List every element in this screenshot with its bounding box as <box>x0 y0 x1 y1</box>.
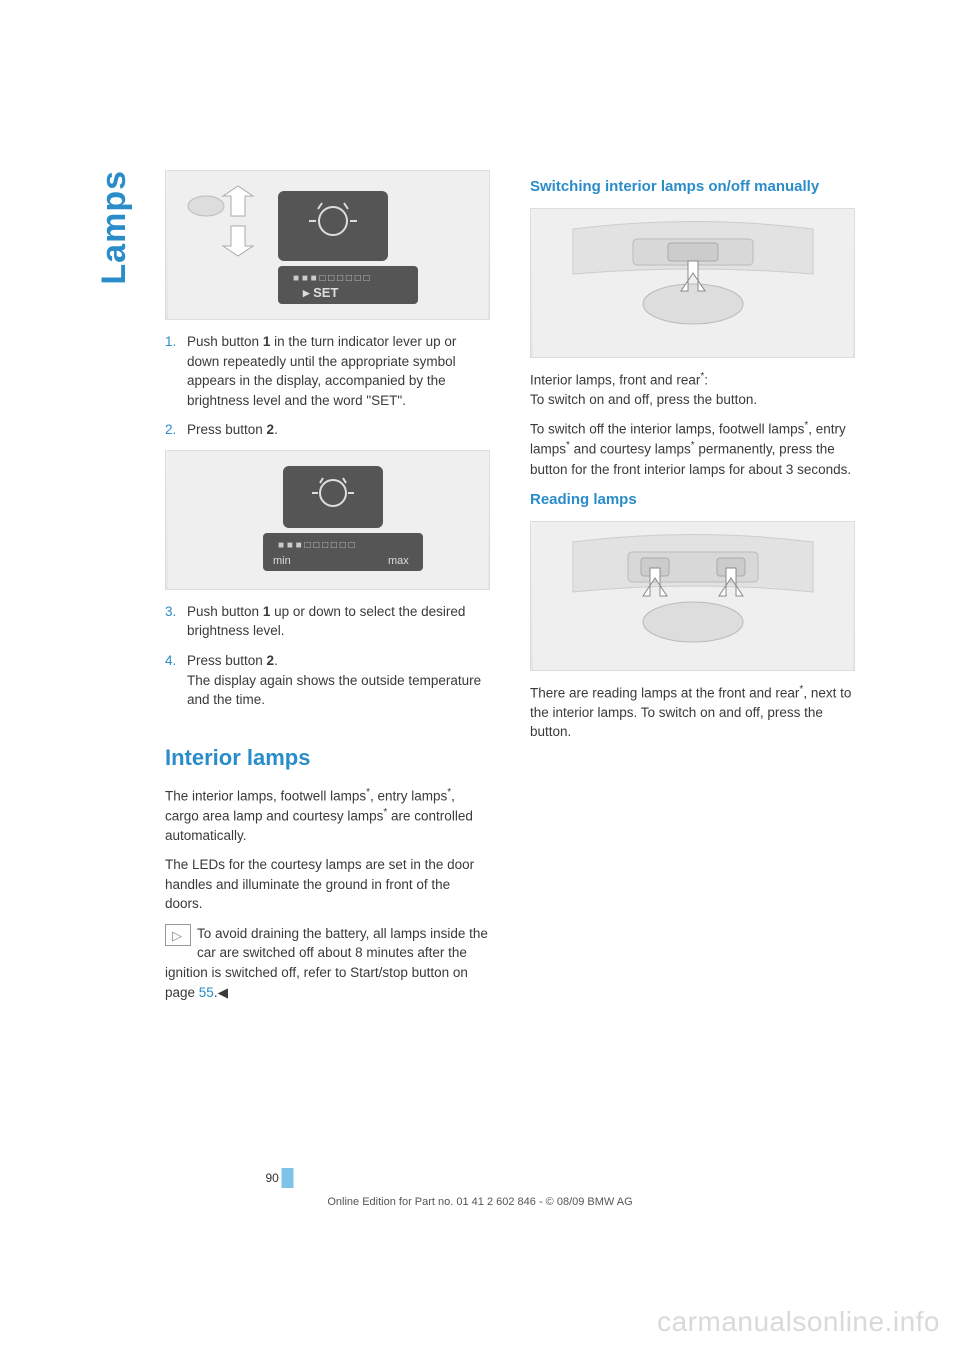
heading-interior-lamps: Interior lamps <box>165 742 490 774</box>
step-text: Push button 1 up or down to select the d… <box>187 604 465 639</box>
step-text: Push button 1 in the turn indicator leve… <box>187 334 456 408</box>
section-title: Lamps <box>95 170 134 285</box>
figure-brightness-set: ■ ■ ■ □ □ □ □ □ □ ▸ SET <box>165 170 490 320</box>
watermark: carmanualsonline.info <box>657 1306 940 1338</box>
page-link[interactable]: 55 <box>199 985 214 1000</box>
page-number-area: 90 <box>133 1168 828 1188</box>
left-column: ■ ■ ■ □ □ □ □ □ □ ▸ SET 1. Push button 1… <box>165 170 490 1012</box>
svg-text:max: max <box>388 555 409 567</box>
heading-reading-lamps: Reading lamps <box>530 489 855 511</box>
steps-list-2: 3. Push button 1 up or down to select th… <box>165 602 490 710</box>
step-1: 1. Push button 1 in the turn indicator l… <box>187 332 490 410</box>
right-column: Switching interior lamps on/off manually… <box>530 170 855 1012</box>
figure-reading-lamps <box>530 521 855 671</box>
figure-brightness-minmax: ■ ■ ■ □ □ □ □ □ □ min max <box>165 450 490 590</box>
figure-interior-switch <box>530 208 855 358</box>
step-2: 2. Press button 2. <box>187 420 490 440</box>
page-number: 90 <box>266 1171 279 1185</box>
page-content: ■ ■ ■ □ □ □ □ □ □ ▸ SET 1. Push button 1… <box>165 170 860 1012</box>
svg-text:min: min <box>273 555 291 567</box>
note-text: To avoid draining the battery, all lamps… <box>165 924 490 1002</box>
svg-text:■ ■ ■ □ □ □ □ □ □: ■ ■ ■ □ □ □ □ □ □ <box>278 540 355 551</box>
step-number: 3. <box>165 602 176 622</box>
note-box: To avoid draining the battery, all lamps… <box>165 924 490 1002</box>
step-4: 4. Press button 2.The display again show… <box>187 651 490 710</box>
step-text: Press button 2.The display again shows t… <box>187 653 481 707</box>
paragraph: To switch off the interior lamps, footwe… <box>530 419 855 479</box>
step-3: 3. Push button 1 up or down to select th… <box>187 602 490 641</box>
step-number: 2. <box>165 420 176 440</box>
svg-text:▸ SET: ▸ SET <box>302 285 338 300</box>
step-number: 1. <box>165 332 176 352</box>
footer-text: Online Edition for Part no. 01 41 2 602 … <box>133 1196 828 1208</box>
steps-list-1: 1. Push button 1 in the turn indicator l… <box>165 332 490 440</box>
heading-switching: Switching interior lamps on/off manually <box>530 176 855 198</box>
paragraph: There are reading lamps at the front and… <box>530 683 855 742</box>
page-number-badge <box>282 1168 293 1188</box>
step-number: 4. <box>165 651 176 671</box>
step-text: Press button 2. <box>187 422 278 437</box>
svg-text:■ ■ ■ □ □ □ □ □ □: ■ ■ ■ □ □ □ □ □ □ <box>293 273 370 284</box>
paragraph: The LEDs for the courtesy lamps are set … <box>165 855 490 914</box>
note-icon <box>165 924 191 946</box>
paragraph: The interior lamps, footwell lamps*, ent… <box>165 786 490 846</box>
paragraph: Interior lamps, front and rear*:To switc… <box>530 370 855 410</box>
